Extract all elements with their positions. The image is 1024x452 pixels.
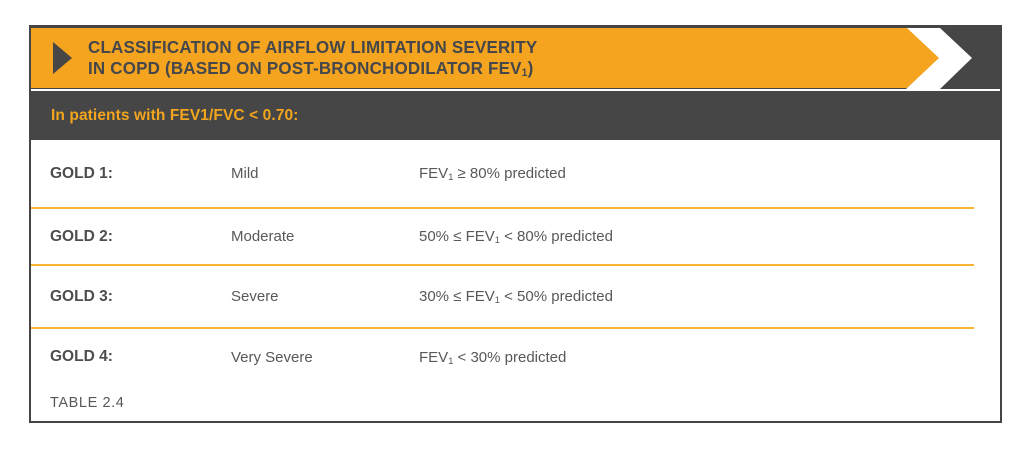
fev1-subscript: 1 (494, 235, 500, 246)
figure-title-line2: IN COPD (BASED ON POST-BRONCHODILATOR FE… (88, 58, 534, 80)
table-2-4-figure: CLASSIFICATION OF AIRFLOW LIMITATION SEV… (29, 25, 1002, 423)
criteria-text: FEV1 ≥ 80% predicted (419, 165, 566, 183)
grade-label: GOLD 4: (50, 348, 113, 365)
fev1-subscript: 1 (448, 355, 454, 366)
severity-label: Very Severe (231, 348, 313, 366)
caption-row: TABLE 2.4 (31, 385, 1000, 421)
severity-label: Severe (231, 288, 279, 305)
play-triangle-icon (53, 42, 72, 74)
grade-label: GOLD 2: (50, 227, 113, 245)
fev1-subscript: 1 (494, 295, 500, 306)
criteria-text: 30% ≤ FEV1 < 50% predicted (419, 288, 613, 306)
table-caption: TABLE 2.4 (50, 395, 125, 411)
grade-label: GOLD 3: (50, 287, 113, 305)
fev1-subscript: 1 (521, 67, 528, 80)
row-separator (31, 207, 974, 209)
severity-label: Moderate (231, 228, 295, 245)
table-row-gold-4: GOLD 4: Very Severe FEV1 < 30% predicted (31, 329, 1000, 385)
table-row-gold-1: GOLD 1: Mild FEV1 ≥ 80% predicted (31, 140, 1000, 207)
criteria-text: 50% ≤ FEV1 < 80% predicted (419, 228, 613, 246)
fev1-subscript: 1 (448, 172, 454, 183)
title-banner: CLASSIFICATION OF AIRFLOW LIMITATION SEV… (31, 28, 939, 88)
subheader-band: In patients with FEV1/FVC < 0.70: (31, 91, 1000, 140)
criteria-text: FEV1 < 30% predicted (419, 348, 567, 366)
figure-title: CLASSIFICATION OF AIRFLOW LIMITATION SEV… (88, 37, 537, 82)
subheader-condition-text: In patients with FEV1/FVC < 0.70: (51, 106, 299, 124)
row-separator (31, 327, 974, 329)
grade-label: GOLD 1: (50, 164, 113, 182)
table-row-gold-3: GOLD 3: Severe 30% ≤ FEV1 < 50% predicte… (31, 266, 1000, 327)
table-row-gold-2: GOLD 2: Moderate 50% ≤ FEV1 < 80% predic… (31, 209, 1000, 264)
row-separator (31, 264, 974, 266)
severity-label: Mild (231, 165, 259, 182)
severity-table: GOLD 1: Mild FEV1 ≥ 80% predicted GOLD 2… (31, 140, 1000, 421)
header-divider-line (31, 89, 1000, 91)
figure-title-line1: CLASSIFICATION OF AIRFLOW LIMITATION SEV… (88, 37, 538, 57)
figure-header: CLASSIFICATION OF AIRFLOW LIMITATION SEV… (31, 27, 1000, 140)
